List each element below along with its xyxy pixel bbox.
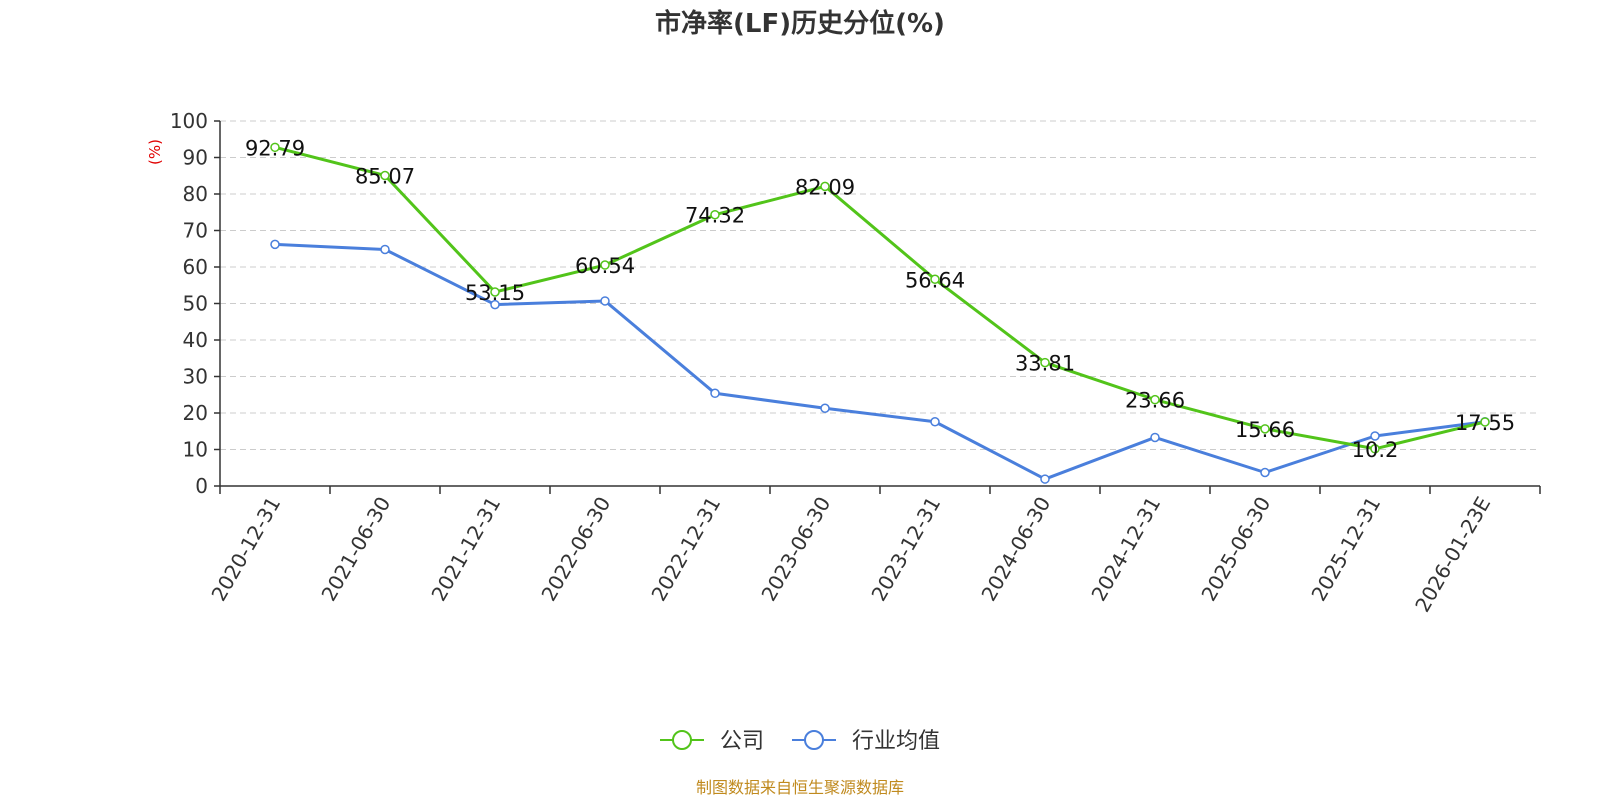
- data-point-company: [1260, 424, 1270, 434]
- y-tick-label: 80: [183, 182, 208, 206]
- data-point-company: [820, 181, 830, 192]
- x-tick-label: 2020-12-31: [206, 493, 285, 606]
- data-point-industry: [270, 239, 280, 250]
- data-point-company: [1370, 444, 1380, 454]
- legend-industry-label: 行业均值: [852, 729, 940, 754]
- data-label-company: 33.81: [1015, 352, 1075, 376]
- data-label-company: 92.79: [245, 136, 305, 160]
- y-tick-label: 20: [183, 401, 208, 425]
- data-point-company: [1480, 417, 1490, 427]
- y-tick-label: 50: [183, 292, 208, 316]
- data-point-industry: [930, 417, 940, 427]
- data-point-company: [930, 274, 940, 285]
- x-tick-label: 2023-06-30: [756, 493, 835, 606]
- y-tick-label: 40: [183, 328, 208, 352]
- data-point-industry: [600, 296, 610, 306]
- data-point-company: [380, 170, 390, 181]
- y-tick-label: 90: [183, 146, 208, 170]
- data-labels: 92.79 85.07 53.15 60.54 74.32 82.09 56.64 33.81…: [245, 136, 1515, 461]
- data-point-company: [600, 260, 610, 270]
- data-point-industry: [1040, 474, 1050, 484]
- y-tick-label: 30: [183, 365, 208, 389]
- x-tick-label: 2021-12-31: [426, 493, 505, 606]
- x-tick-label: 2022-06-30: [536, 493, 615, 606]
- x-tick-label: 2024-06-30: [976, 493, 1055, 606]
- source-note: 制图数据来自恒生聚源数据库: [696, 778, 904, 797]
- y-tick-label: 100: [170, 109, 208, 133]
- data-point-industry: [1370, 431, 1380, 441]
- legend-item-industry[interactable]: 行业均值: [792, 729, 940, 754]
- data-label-company: 60.54: [575, 254, 635, 278]
- legend-company-marker: [672, 730, 692, 750]
- y-axis-label: (%): [146, 139, 164, 165]
- x-tick-label: 2022-12-31: [646, 493, 725, 606]
- legend-industry-marker: [804, 730, 824, 750]
- data-point-company: [490, 287, 500, 297]
- series-line-company: [274, 145, 1486, 451]
- data-point-industry: [1260, 467, 1270, 478]
- series-line-industry: [274, 242, 1486, 481]
- x-tick-label: 2021-06-30: [316, 493, 395, 606]
- legend: 公司 行业均值: [660, 729, 940, 754]
- data-point-company: [1040, 357, 1050, 368]
- x-tick-label: 2025-06-30: [1196, 493, 1275, 606]
- x-tick-label: 2023-12-31: [866, 493, 945, 606]
- data-label-company: 17.55: [1455, 411, 1515, 435]
- data-point-industry: [380, 244, 390, 255]
- data-point-industry: [710, 388, 720, 399]
- data-label-company: 74.32: [685, 204, 745, 228]
- data-point-industry: [1150, 432, 1160, 443]
- data-label-company: 10.2: [1352, 438, 1399, 462]
- x-tick-label: 2025-12-31: [1306, 493, 1385, 606]
- series-group: [270, 142, 1490, 484]
- data-label-company: 85.07: [355, 164, 415, 188]
- data-point-company: [710, 209, 720, 220]
- chart-title: 市净率(LF)历史分位(%): [655, 8, 945, 39]
- axes: [214, 120, 1541, 494]
- data-label-company: 82.09: [795, 175, 855, 199]
- y-tick-label: 60: [183, 255, 208, 279]
- data-label-company: 15.66: [1235, 418, 1295, 442]
- legend-company-label: 公司: [720, 729, 764, 754]
- legend-item-company[interactable]: 公司: [660, 729, 764, 754]
- x-tick-label: 2026-01-23E: [1410, 493, 1495, 617]
- data-label-company: 53.15: [465, 281, 525, 305]
- data-point-industry: [820, 403, 830, 414]
- grid-lines: [220, 120, 1540, 450]
- data-label-company: 23.66: [1125, 389, 1185, 413]
- y-tick-label: 0: [195, 474, 208, 498]
- data-point-company: [1150, 394, 1160, 405]
- x-tick-labels: 2020-12-31 2021-06-30 2021-12-31 2022-06-30…: [206, 493, 1495, 617]
- y-tick-label: 10: [183, 438, 208, 462]
- y-tick-label: 70: [183, 219, 208, 243]
- data-point-company: [270, 142, 280, 153]
- data-label-company: 56.64: [905, 268, 965, 292]
- y-tick-labels: 0 10 20 30 40 50 60 70 80 90 100: [170, 109, 208, 498]
- x-tick-label: 2024-12-31: [1086, 493, 1165, 606]
- data-point-industry: [490, 299, 500, 310]
